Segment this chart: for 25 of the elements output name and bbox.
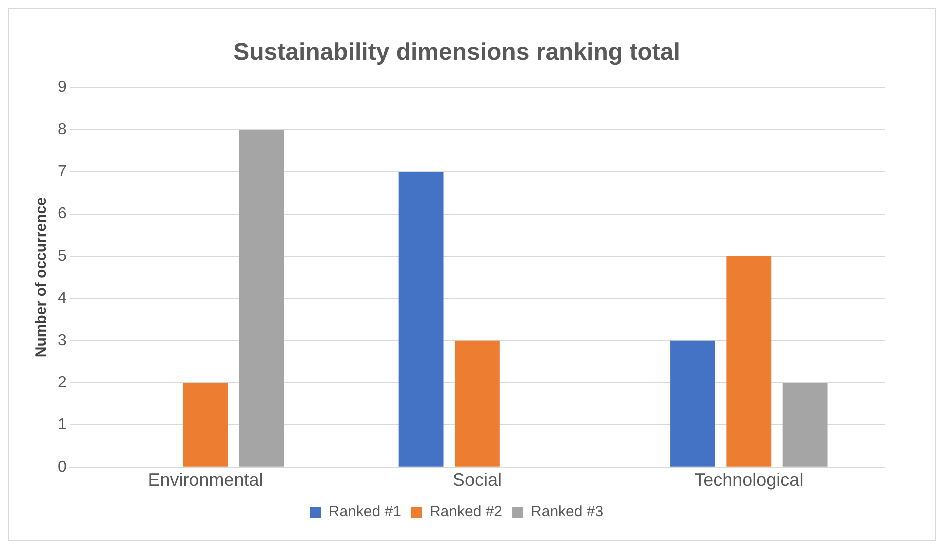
x-tick-label: Technological (694, 470, 804, 490)
y-tick-label: 7 (58, 164, 67, 181)
bar (726, 256, 772, 467)
bar (454, 340, 500, 467)
legend-label: Ranked #2 (430, 504, 503, 521)
bar (398, 172, 444, 467)
y-tick-label: 2 (58, 374, 67, 392)
y-tick-label: 1 (58, 416, 67, 434)
y-tick-label: 3 (58, 332, 67, 350)
legend-label: Ranked #3 (531, 504, 604, 521)
x-tick-label: Environmental (148, 470, 264, 490)
y-axis-title: Number of occurrence (33, 198, 50, 358)
y-tick-label: 9 (58, 79, 67, 96)
bar (183, 383, 228, 467)
chart-title: Sustainability dimensions ranking total (234, 39, 680, 66)
y-tick-label: 4 (58, 290, 67, 308)
bar (782, 383, 828, 467)
legend-label: Ranked #1 (328, 504, 402, 521)
y-tick-label: 8 (58, 121, 67, 138)
y-tick-label: 0 (58, 458, 67, 476)
y-tick-label: 6 (58, 206, 67, 223)
bar (670, 340, 716, 467)
y-tick-label: 5 (58, 248, 67, 265)
x-tick-label: Social (452, 470, 502, 490)
bar (239, 130, 284, 467)
